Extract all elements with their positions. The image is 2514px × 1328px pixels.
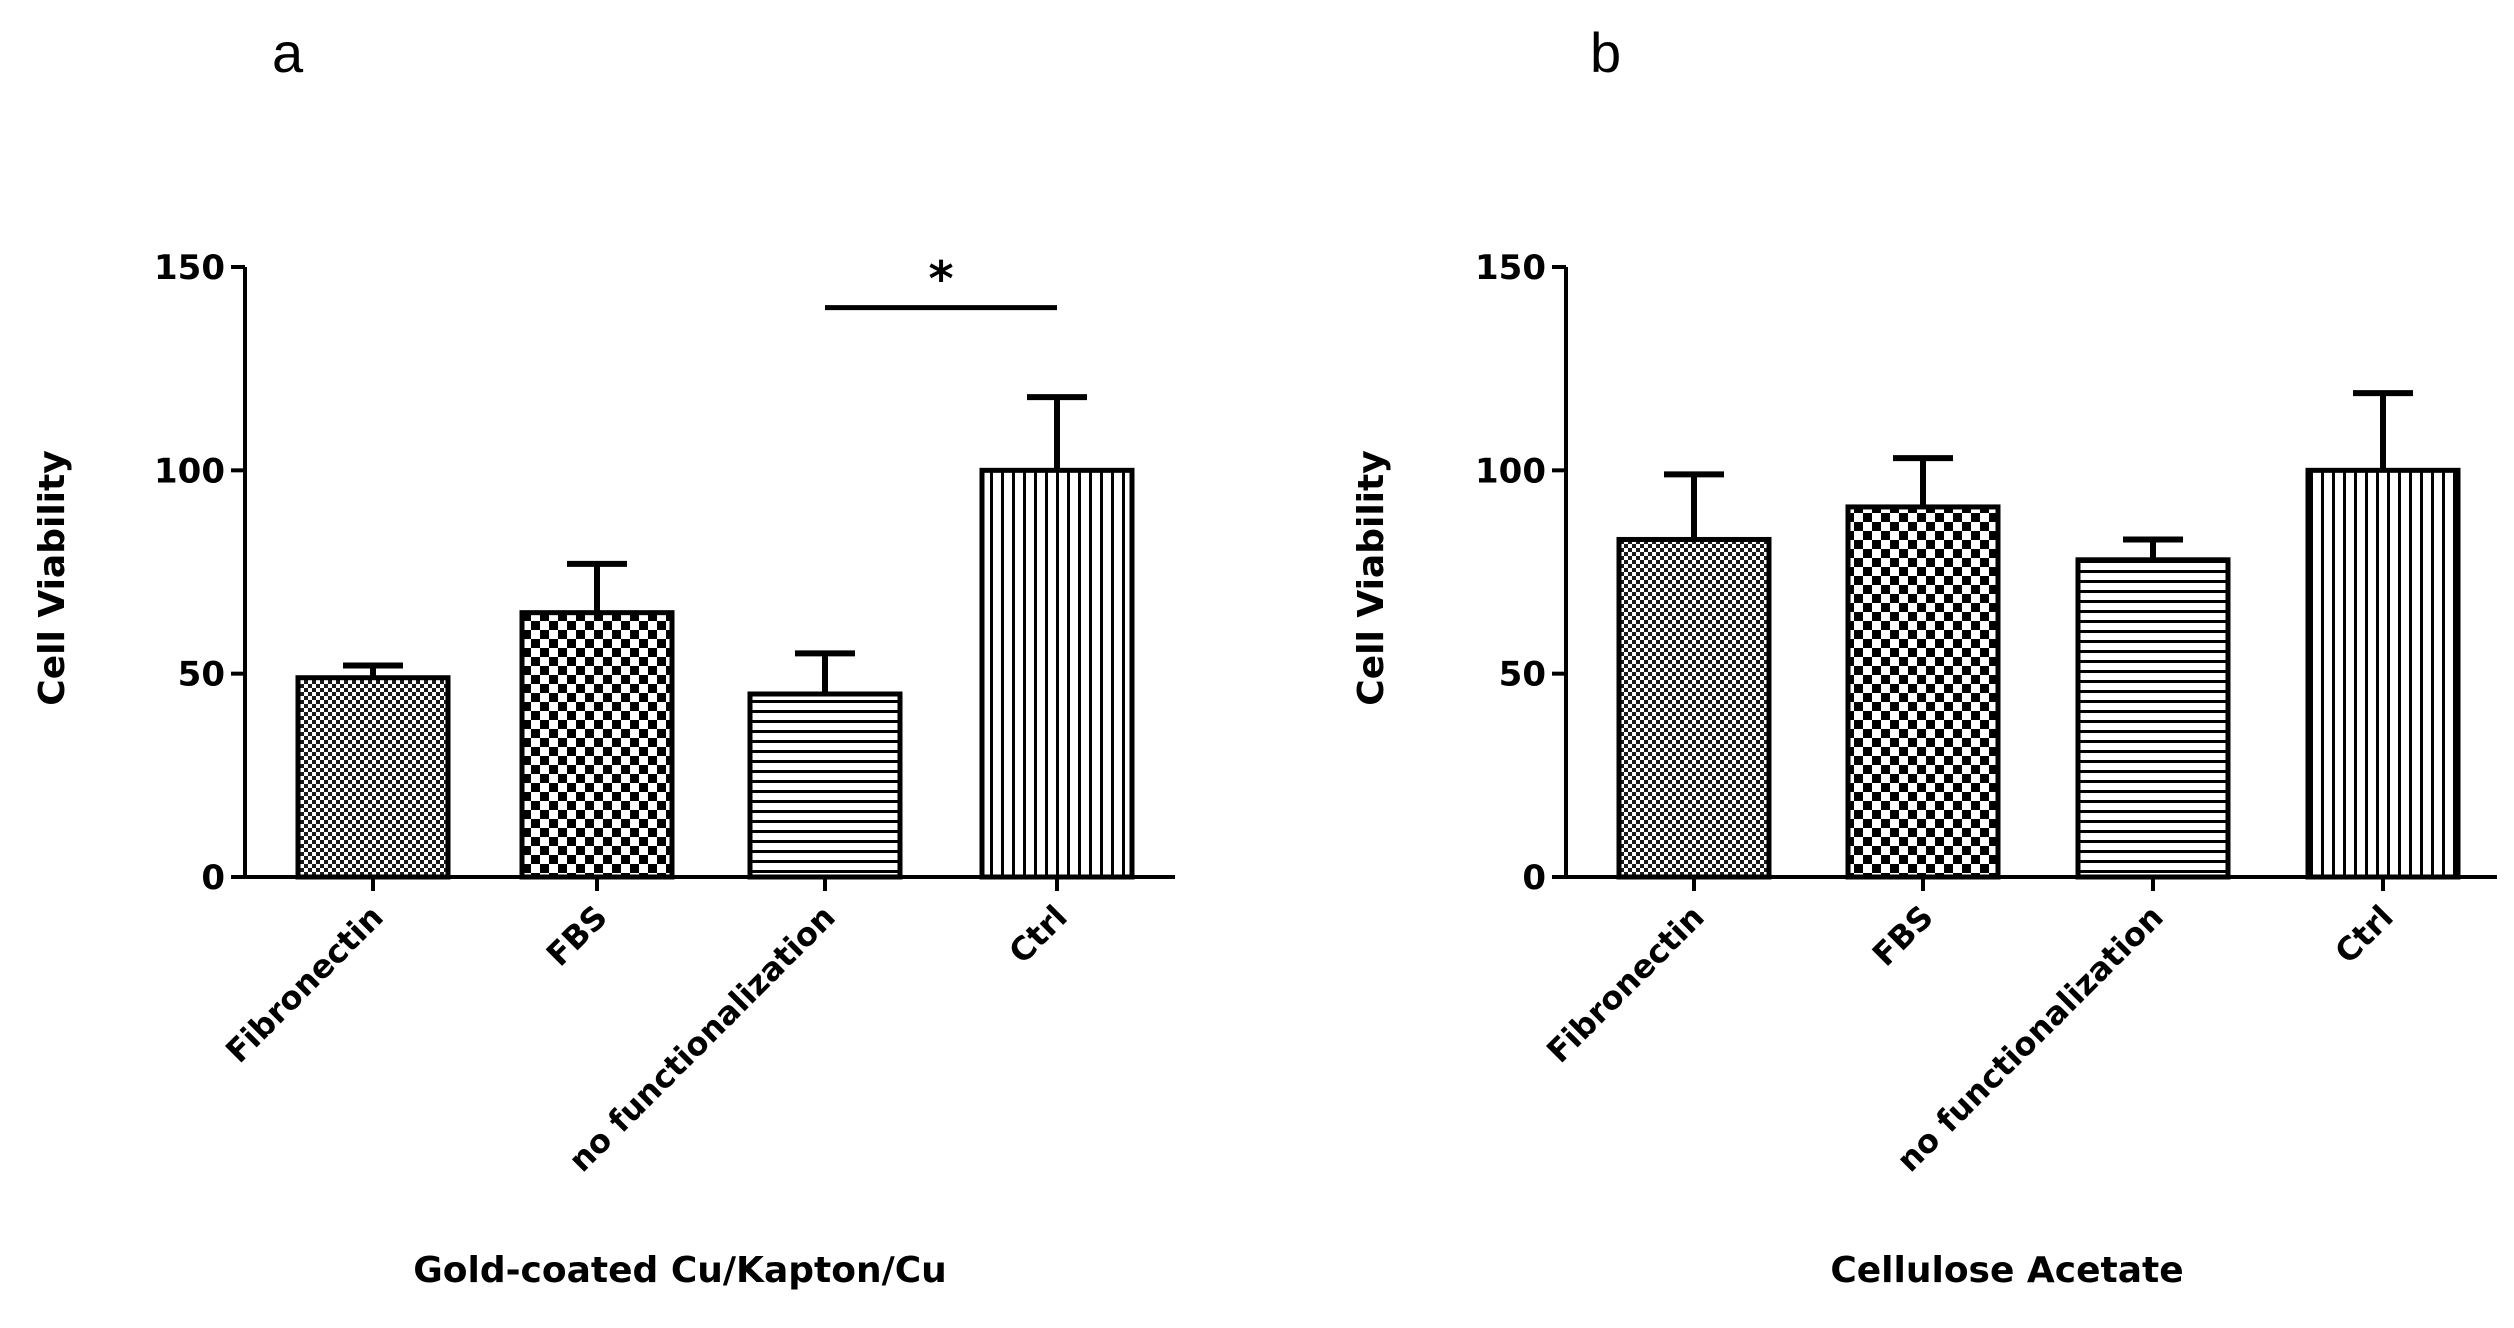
panel-a-bar-no-functionalization: [747, 691, 903, 880]
panel-a-significance-star: *: [928, 252, 953, 308]
panel-a-bar-ctrl: [979, 467, 1135, 880]
panel-b-y-tick-label-150: 150: [1475, 248, 1546, 288]
panel-a-bar-fibronectin: [295, 675, 451, 880]
panel-b-bar-fbs: [1845, 504, 2001, 880]
panel-a-y-tick-label-100: 100: [154, 451, 225, 491]
panel-b-y-tick-label-50: 50: [1499, 655, 1546, 695]
panel-a-x-label-ctrl: Ctrl: [1001, 898, 1074, 971]
panel-a-y-tick-label-150: 150: [154, 248, 225, 288]
panel-a-y-tick-label-50: 50: [178, 655, 225, 695]
panel-a-x-axis-title: Gold-coated Cu/Kapton/Cu: [413, 1250, 947, 1291]
panel-b-letter: b: [1590, 21, 1621, 84]
panel-b-x-axis-title: Cellulose Acetate: [1830, 1250, 2183, 1291]
panel-b-y-tick-label-100: 100: [1475, 451, 1546, 491]
panel-b-bar-fibronectin: [1616, 536, 1772, 880]
panel-a-y-axis-title: Cell Viability: [32, 450, 73, 705]
panel-b-x-label-fbs: FBS: [1865, 898, 1941, 974]
panel-a-x-label-fbs: FBS: [539, 898, 615, 974]
panel-a-x-label-no-functionalization: no functionalization: [561, 898, 843, 1180]
panel-a-bars: [295, 394, 1135, 880]
panel-b-bar-no-functionalization: [2075, 557, 2231, 880]
panel-b-x-label-no-functionalization: no functionalization: [1889, 898, 2171, 1180]
panel-b-y-axis-title: Cell Viability: [1351, 450, 1392, 705]
panel-a-y-tick-label-0: 0: [201, 858, 225, 898]
panel-b-y-tick-label-0: 0: [1522, 858, 1546, 898]
panel-a-x-label-fibronectin: Fibronectin: [218, 898, 391, 1071]
panel-b-bar-ctrl: [2305, 467, 2461, 880]
panel-a-letter: a: [272, 21, 304, 84]
panel-a-bar-fbs: [519, 610, 675, 880]
panel-b-x-label-fibronectin: Fibronectin: [1539, 898, 1712, 1071]
panel-b-x-label-ctrl: Ctrl: [2327, 898, 2400, 971]
panel-b-bars: [1616, 390, 2461, 880]
